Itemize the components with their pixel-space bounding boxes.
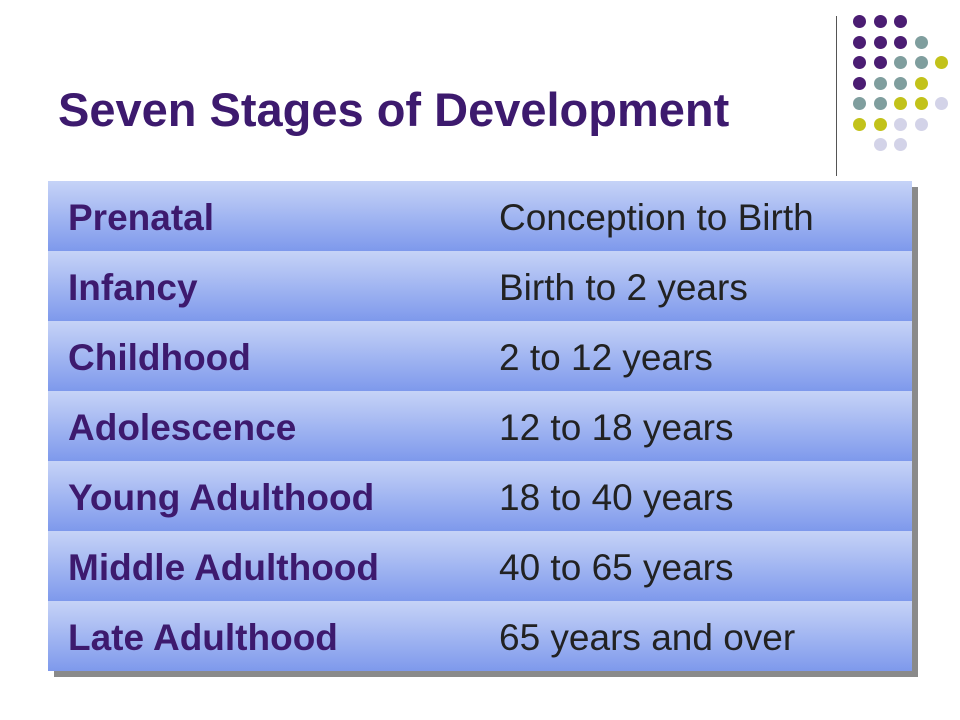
- stages-table: Prenatal Conception to Birth Infancy Bir…: [48, 181, 912, 671]
- decorative-dot: [873, 15, 887, 28]
- decorative-dot: [873, 117, 887, 131]
- decorative-dot: [914, 76, 928, 90]
- decorative-dot: [894, 76, 907, 90]
- decorative-dot: [853, 76, 866, 90]
- stage-name: Prenatal: [68, 197, 215, 238]
- stage-age-range: 2 to 12 years: [499, 337, 713, 378]
- decorative-dot: [894, 15, 907, 28]
- decorative-dot: [873, 35, 887, 49]
- stage-name: Adolescence: [68, 407, 297, 448]
- stage-row: Middle Adulthood 40 to 65 years: [48, 531, 912, 601]
- stage-name: Late Adulthood: [68, 617, 338, 658]
- stage-row: Infancy Birth to 2 years: [48, 251, 912, 321]
- decorative-dot: [935, 97, 948, 110]
- stage-row: Childhood 2 to 12 years: [48, 321, 912, 391]
- stage-row: Late Adulthood 65 years and over: [48, 601, 912, 671]
- decorative-dot: [914, 97, 928, 110]
- decorative-dot: [873, 56, 887, 69]
- stage-age-range: 12 to 18 years: [499, 407, 734, 448]
- stage-name: Young Adulthood: [68, 477, 375, 518]
- stage-age-range: 40 to 65 years: [499, 547, 734, 588]
- stage-age-range: 18 to 40 years: [499, 477, 734, 518]
- stage-row: Prenatal Conception to Birth: [48, 181, 912, 251]
- decorative-dot: [873, 138, 887, 151]
- stage-row: Adolescence 12 to 18 years: [48, 391, 912, 461]
- title-divider-line: [836, 16, 837, 176]
- decorative-dot: [853, 15, 866, 28]
- stage-name: Middle Adulthood: [68, 547, 379, 588]
- decorative-dot: [873, 76, 887, 90]
- decorative-dot: [894, 56, 907, 69]
- decorative-dot: [853, 35, 866, 49]
- stage-age-range: Conception to Birth: [499, 197, 814, 238]
- decorative-dot: [894, 97, 907, 110]
- decorative-dot: [894, 35, 907, 49]
- decorative-dot: [935, 56, 948, 69]
- decorative-dot: [853, 97, 866, 110]
- stage-row: Young Adulthood 18 to 40 years: [48, 461, 912, 531]
- stage-age-range: Birth to 2 years: [499, 267, 748, 308]
- decorative-dot: [894, 138, 907, 151]
- decorative-dot: [914, 117, 928, 131]
- slide-title: Seven Stages of Development: [58, 83, 730, 136]
- decorative-dot: [914, 56, 928, 69]
- stage-age-range: 65 years and over: [499, 617, 796, 658]
- decorative-dot: [914, 35, 928, 49]
- stage-name: Childhood: [68, 337, 251, 378]
- decorative-dot: [873, 97, 887, 110]
- decorative-dot: [894, 117, 907, 131]
- decorative-dot: [853, 56, 866, 69]
- stage-name: Infancy: [68, 267, 198, 308]
- decorative-dot: [853, 117, 866, 131]
